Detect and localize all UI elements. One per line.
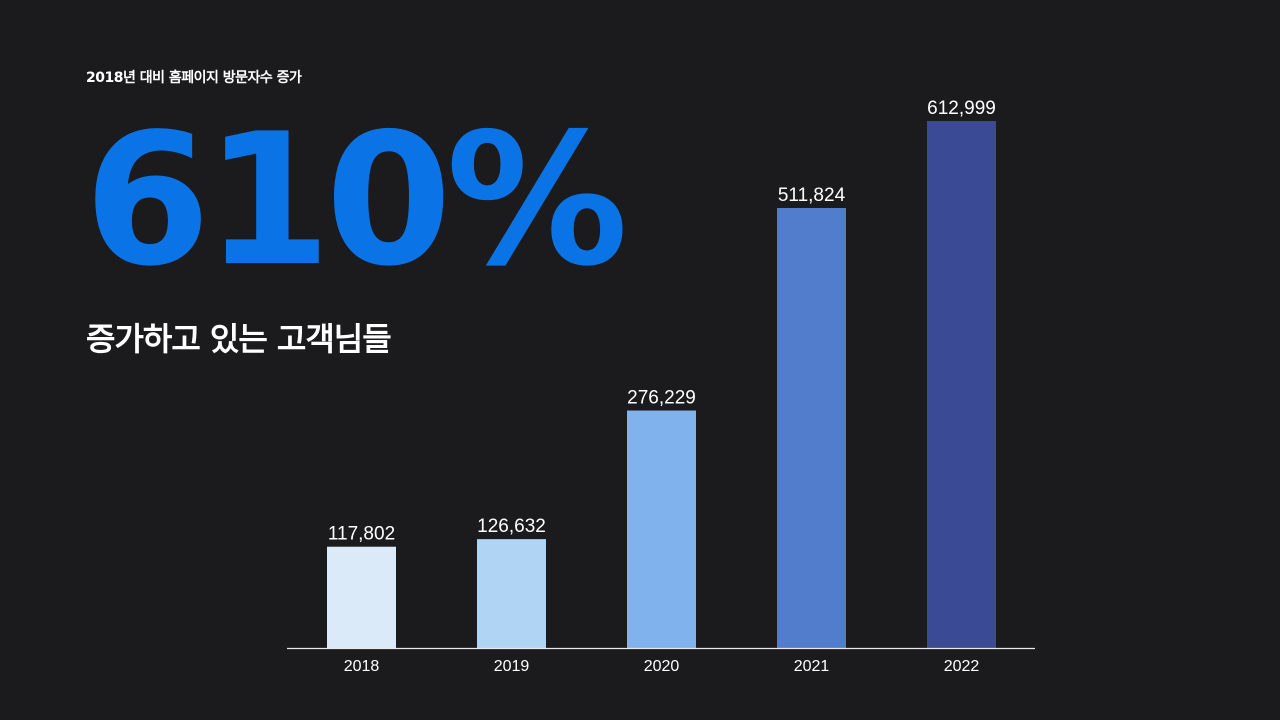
- growth-percent: 610%: [84, 94, 628, 306]
- bar-2022: [927, 121, 996, 648]
- x-tick-label: 2020: [644, 658, 680, 675]
- bar-2019: [477, 539, 546, 648]
- data-label: 511,824: [778, 185, 846, 206]
- bar-2018: [327, 546, 396, 648]
- x-tick-label: 2021: [794, 658, 830, 675]
- data-label: 612,999: [927, 98, 996, 119]
- subtitle: 2018년 대비 홈페이지 방문자수 증가: [86, 70, 302, 86]
- data-label: 117,802: [328, 524, 395, 545]
- x-tick-label: 2019: [494, 658, 530, 675]
- x-tick-label: 2022: [944, 658, 980, 675]
- bar-2021: [777, 207, 846, 648]
- x-tick-label: 2018: [344, 658, 380, 675]
- data-label: 276,229: [627, 388, 696, 409]
- tagline: 증가하고 있는 고객님들: [86, 320, 392, 358]
- bar-2020: [627, 410, 696, 648]
- data-label: 126,632: [477, 516, 546, 537]
